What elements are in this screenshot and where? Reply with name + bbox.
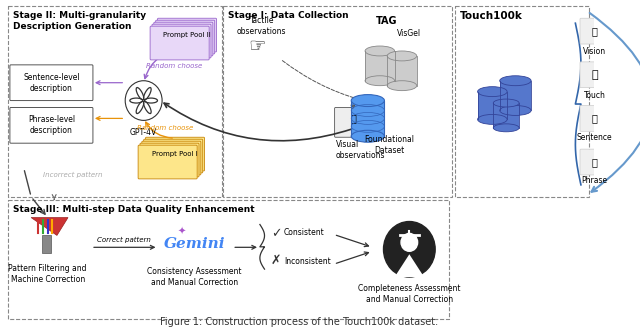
- Text: Prompt Pool I: Prompt Pool I: [152, 151, 198, 157]
- Ellipse shape: [387, 81, 417, 91]
- FancyBboxPatch shape: [152, 24, 211, 58]
- FancyBboxPatch shape: [142, 141, 201, 175]
- Polygon shape: [31, 217, 68, 235]
- Ellipse shape: [477, 87, 507, 97]
- Text: Prompt Pool II: Prompt Pool II: [163, 32, 211, 38]
- Text: Stage I: Data Collection: Stage I: Data Collection: [228, 11, 348, 20]
- FancyBboxPatch shape: [580, 62, 609, 88]
- FancyBboxPatch shape: [145, 137, 205, 171]
- Ellipse shape: [365, 46, 395, 56]
- Text: Foundational
Dataset: Foundational Dataset: [364, 135, 414, 155]
- Circle shape: [383, 221, 435, 277]
- Text: GPT-4V: GPT-4V: [130, 128, 157, 137]
- Polygon shape: [395, 254, 424, 277]
- Bar: [42, 235, 51, 253]
- Text: Gemini: Gemini: [164, 237, 225, 251]
- FancyBboxPatch shape: [140, 143, 199, 177]
- FancyBboxPatch shape: [150, 26, 209, 60]
- Text: 🖼: 🖼: [592, 26, 598, 36]
- Text: Sentence-level
description: Sentence-level description: [23, 73, 80, 93]
- Ellipse shape: [351, 95, 385, 107]
- Text: TAG: TAG: [376, 16, 397, 26]
- FancyBboxPatch shape: [10, 108, 93, 143]
- Ellipse shape: [365, 76, 395, 86]
- FancyBboxPatch shape: [10, 65, 93, 101]
- Text: Consistent: Consistent: [284, 228, 324, 237]
- Bar: [500, 81, 531, 111]
- Text: 📄: 📄: [592, 114, 598, 124]
- Bar: [8, 6, 222, 197]
- Text: Consistency Assessment
and Manual Correction: Consistency Assessment and Manual Correc…: [147, 267, 242, 287]
- FancyBboxPatch shape: [580, 106, 609, 131]
- Text: ✓: ✓: [271, 227, 282, 240]
- Text: Visual
observations: Visual observations: [335, 140, 385, 160]
- Text: Touch100k: Touch100k: [460, 11, 523, 21]
- FancyBboxPatch shape: [335, 108, 371, 137]
- FancyBboxPatch shape: [156, 20, 214, 54]
- Ellipse shape: [493, 124, 519, 132]
- Text: Correct pattern: Correct pattern: [97, 237, 151, 243]
- Bar: [387, 56, 417, 86]
- Text: Completeness Assessment
and Manual Correction: Completeness Assessment and Manual Corre…: [358, 284, 461, 304]
- Text: ☞: ☞: [248, 37, 266, 55]
- Ellipse shape: [493, 99, 519, 107]
- Text: ✦: ✦: [177, 226, 186, 236]
- Text: 📋: 📋: [592, 157, 598, 167]
- FancyBboxPatch shape: [154, 22, 213, 56]
- Ellipse shape: [500, 106, 531, 116]
- Text: Vision: Vision: [583, 47, 606, 56]
- Circle shape: [125, 81, 162, 121]
- Text: Stage II: Multi-granularity
Description Generation: Stage II: Multi-granularity Description …: [13, 11, 146, 32]
- Bar: [456, 6, 589, 197]
- Text: Pattern Filtering and
Machine Correction: Pattern Filtering and Machine Correction: [8, 264, 87, 284]
- Text: ✗: ✗: [271, 254, 282, 267]
- Text: Random choose: Random choose: [137, 125, 193, 131]
- Ellipse shape: [387, 51, 417, 61]
- Bar: [223, 6, 452, 197]
- Bar: [365, 51, 395, 81]
- Text: VisGel: VisGel: [397, 29, 421, 38]
- Ellipse shape: [477, 115, 507, 124]
- Text: Random choose: Random choose: [146, 63, 202, 69]
- Text: Phrase-level
description: Phrase-level description: [28, 115, 75, 135]
- Text: Touch: Touch: [584, 91, 605, 100]
- Circle shape: [401, 233, 418, 251]
- FancyBboxPatch shape: [580, 149, 609, 175]
- Bar: [8, 200, 449, 319]
- FancyBboxPatch shape: [157, 18, 216, 52]
- FancyBboxPatch shape: [580, 18, 609, 44]
- FancyBboxPatch shape: [143, 139, 203, 173]
- Text: Sentence: Sentence: [577, 133, 612, 142]
- Text: Phrase: Phrase: [582, 176, 608, 185]
- Bar: [493, 103, 519, 128]
- Text: Inconsistent: Inconsistent: [284, 257, 331, 266]
- Bar: [351, 101, 385, 136]
- Text: Stage III: Multi-step Data Quality Enhancement: Stage III: Multi-step Data Quality Enhan…: [13, 205, 254, 214]
- Text: Tactile
observations: Tactile observations: [237, 16, 287, 37]
- Text: Incorrect pattern: Incorrect pattern: [43, 172, 102, 178]
- Bar: [477, 92, 507, 120]
- Text: 🏔: 🏔: [350, 114, 356, 124]
- Text: Figure 1: Construction process of the Touch100k dataset.: Figure 1: Construction process of the To…: [159, 317, 438, 327]
- Ellipse shape: [351, 130, 385, 142]
- Ellipse shape: [500, 76, 531, 86]
- Text: ✋: ✋: [591, 70, 598, 80]
- FancyBboxPatch shape: [138, 145, 197, 179]
